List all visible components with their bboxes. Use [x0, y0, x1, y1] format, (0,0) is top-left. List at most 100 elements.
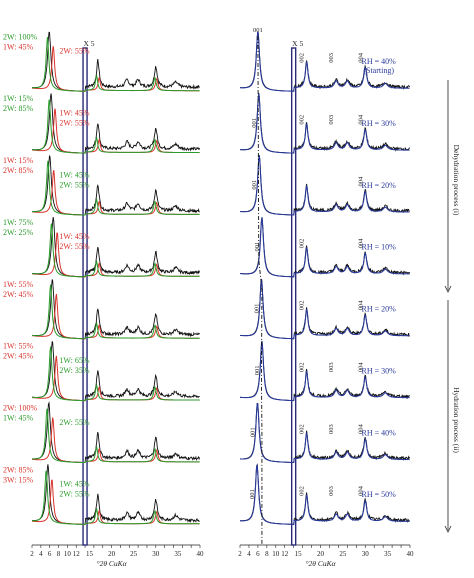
peak-label: 003	[328, 53, 335, 63]
fraction-label: 2W: 55%	[59, 47, 89, 56]
x-tick-label: 2	[238, 550, 242, 558]
green-2w-curve	[31, 37, 200, 92]
profile-group: 2W: 100%1W: 45% 2W: 55%	[3, 401, 201, 463]
peak-label: 001	[254, 242, 261, 252]
x-tick-label: 30	[152, 550, 160, 558]
peak-label: 004	[357, 238, 364, 249]
profile-group: RH = 40% 001 002 003 004	[239, 403, 411, 464]
peak-label: 004	[357, 114, 364, 125]
peak-label: 003	[328, 486, 335, 496]
x-tick-label: 12	[281, 550, 289, 558]
green-2w-curve	[32, 346, 200, 402]
peak-label: 004	[357, 423, 364, 434]
green-2w-curve	[31, 284, 200, 340]
peak-label: 003	[328, 362, 335, 372]
x-tick-label: 25	[130, 550, 138, 558]
fraction-label: 2W: 55%	[59, 242, 89, 251]
fraction-label: 3W: 15%	[3, 475, 33, 484]
red-1w-curve	[31, 355, 200, 402]
rh-label: RH = 40%	[362, 428, 397, 437]
fraction-label: 2W: 85%	[3, 104, 33, 113]
peak-label: 003	[328, 115, 335, 125]
x-tick-label: 15	[86, 550, 94, 558]
fraction-label: 1W: 45%	[59, 170, 89, 179]
x-tick-label: 6	[48, 550, 52, 558]
dehydration-label: Dehydration process (i)	[452, 145, 461, 216]
x-tick-label: 4	[39, 550, 43, 558]
fraction-label: 2W: 35%	[59, 366, 89, 375]
fraction-label: 2W: 55%	[59, 180, 89, 189]
fraction-label: 2W: 45%	[3, 352, 33, 361]
peak-label: 004	[357, 485, 364, 496]
fraction-label: 2W: 55%	[59, 418, 89, 427]
dehydration-arrow-head	[444, 285, 452, 293]
x-tick-label: 2	[30, 550, 34, 558]
x-tick-label: 15	[295, 550, 303, 558]
rh-label: RH = 40%	[362, 57, 397, 66]
experimental-curve	[32, 155, 200, 216]
peak-label: 001	[251, 118, 258, 128]
fraction-label: 2W: 45%	[3, 290, 33, 299]
fraction-label: 1W: 45%	[59, 480, 89, 489]
profile-group: RH = 40%(Starting) 001 002 003 004	[240, 27, 410, 92]
peak-label: 001	[254, 365, 261, 375]
experimental-curve	[32, 401, 201, 463]
peak-label: 004	[357, 300, 364, 311]
profile-group: 2W: 100%1W: 45% 2W: 55%	[3, 31, 200, 92]
x-tick-label: 10	[64, 550, 72, 558]
x-tick-label: 10	[272, 550, 280, 558]
profile-group: RH = 20% 001 004	[239, 155, 410, 216]
peak-label: 001	[253, 27, 263, 34]
fraction-label: 1W: 75%	[3, 218, 33, 227]
fraction-label: 1W: 15%	[3, 156, 33, 165]
peak-label: 004	[357, 52, 364, 63]
experimental-curve	[32, 464, 200, 525]
rh-label: RH = 20%	[362, 181, 397, 190]
rh-label: RH = 50%	[362, 490, 397, 499]
fraction-label: 2W: 55%	[59, 118, 89, 127]
x-tick-label: 6	[256, 550, 260, 558]
peak-label: 001	[251, 180, 258, 190]
fraction-label: 2W: 25%	[3, 228, 33, 237]
experimental-curve	[32, 279, 200, 340]
x-tick-label: 8	[57, 550, 61, 558]
calculated-curve	[239, 93, 410, 154]
fraction-label: 1W: 55%	[3, 342, 33, 351]
experimental-curve	[32, 341, 200, 402]
x5-divider-bar	[82, 47, 88, 546]
x5-divider-bar	[290, 47, 297, 546]
red-1w-curve	[32, 46, 200, 92]
peak-label: 002	[299, 362, 306, 372]
peak-label: 002	[299, 53, 306, 63]
peak-label: 001	[253, 304, 260, 314]
fraction-label: 1W: 45%	[59, 108, 89, 117]
x-tick-label: 12	[73, 550, 81, 558]
profile-group: 1W: 15%2W: 85% 1W: 45%2W: 55%	[3, 93, 201, 154]
x-axis-label: °2θ CuKα	[97, 559, 128, 568]
calculated-curve	[240, 278, 410, 340]
rh-label: RH = 20%	[362, 305, 397, 314]
profile-group: RH = 50% 001 002 003 004	[240, 463, 410, 525]
x-tick-label: 4	[247, 550, 251, 558]
profile-group: RH = 10% 001 002 004	[239, 217, 411, 278]
green-2w-curve	[31, 99, 200, 154]
x-tick-label: 8	[265, 550, 269, 558]
peak-label: 001	[249, 489, 256, 499]
x5-label: X 5	[292, 39, 303, 48]
fraction-label: 1W: 45%	[59, 232, 89, 241]
rh-label: RH = 10%	[362, 243, 397, 252]
x-tick-label: 20	[317, 550, 325, 558]
rh-label: RH = 30%	[362, 366, 397, 375]
peak-label: 001	[249, 427, 256, 437]
green-2w-curve	[32, 160, 200, 216]
x-tick-label: 40	[407, 550, 415, 558]
x-tick-label: 35	[384, 550, 392, 558]
x-tick-label: 35	[174, 550, 182, 558]
peak-label: 002	[299, 424, 306, 434]
hydration-label: Hydration process (ii)	[452, 387, 461, 453]
profile-group: 1W: 75%2W: 25% 1W: 45%2W: 55%	[3, 217, 201, 278]
fraction-label: 1W: 15%	[3, 94, 33, 103]
fraction-label: 2W: 85%	[3, 465, 33, 474]
